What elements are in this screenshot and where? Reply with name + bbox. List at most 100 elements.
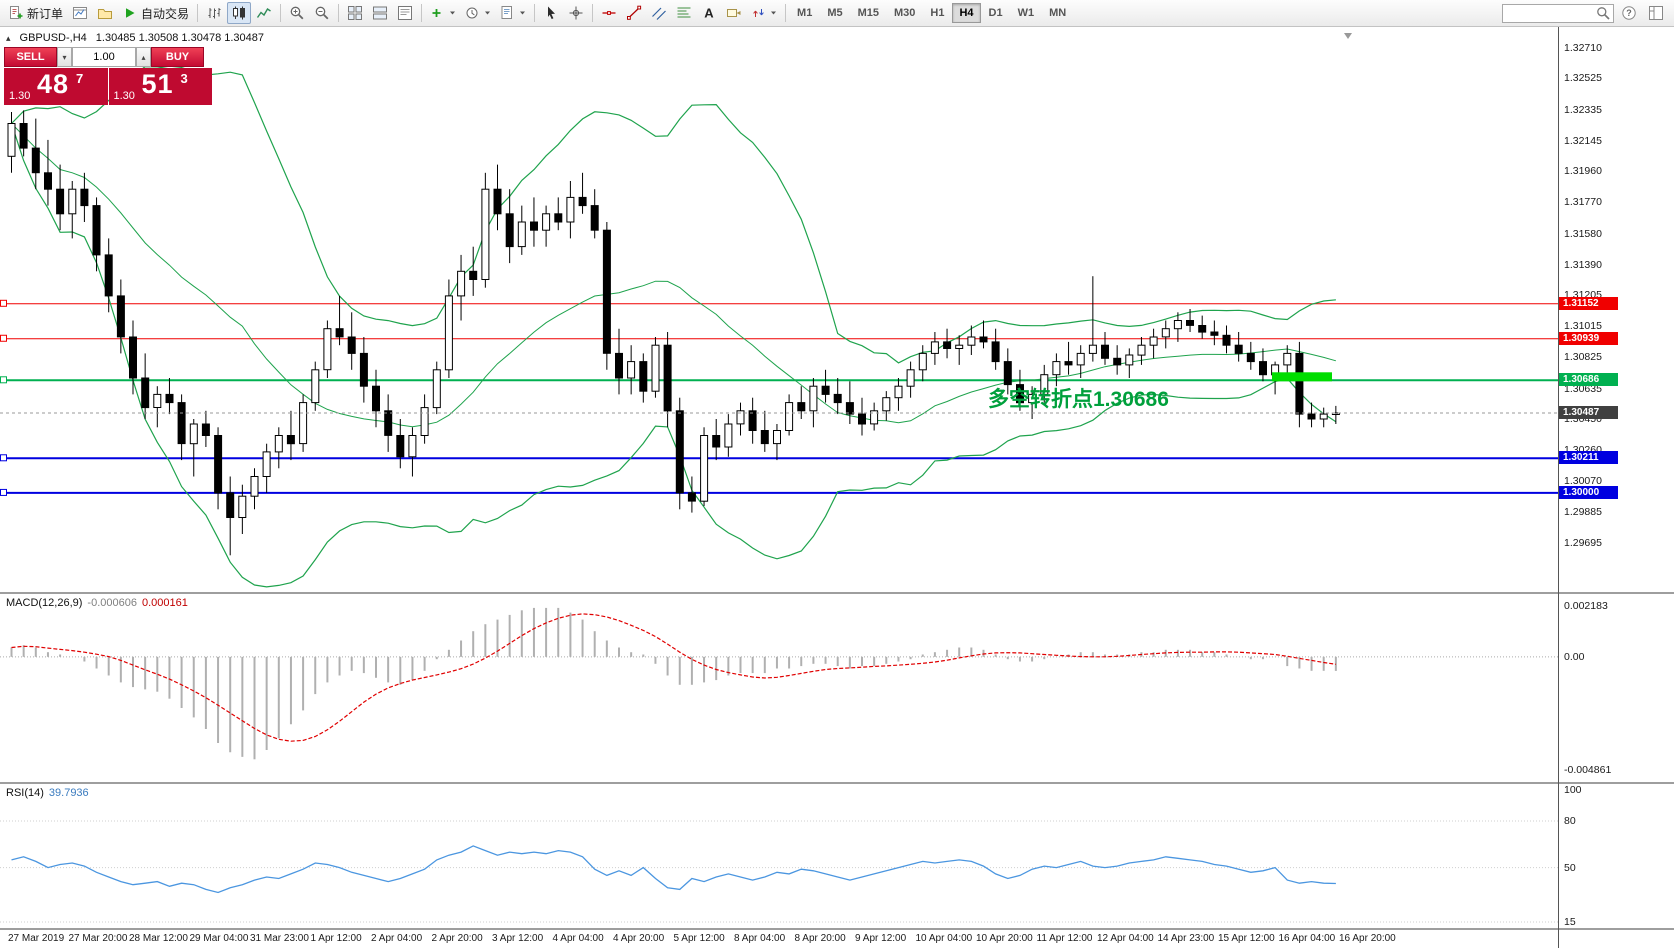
trendline-icon <box>626 5 642 21</box>
chart-candles-button[interactable] <box>227 2 252 24</box>
time-axis-label: 2 Apr 04:00 <box>371 933 423 944</box>
panels-icon <box>1648 5 1664 21</box>
volume-input[interactable] <box>72 47 136 67</box>
chart-bars-button[interactable] <box>202 2 226 24</box>
time-axis-label: 10 Apr 20:00 <box>976 933 1033 944</box>
arrange-windows-button[interactable] <box>368 2 392 24</box>
timeframe-h4[interactable]: H4 <box>952 3 981 23</box>
auto-trading-button[interactable]: 自动交易 <box>118 2 193 24</box>
buy-button[interactable]: BUY <box>151 47 204 67</box>
volume-increase-button[interactable]: ▴ <box>136 47 151 67</box>
text-label-button[interactable] <box>722 2 746 24</box>
sell-button[interactable]: SELL <box>4 47 57 67</box>
equidistant-channel-icon <box>651 5 667 21</box>
add-indicator-button[interactable] <box>426 2 460 24</box>
toolbar-separator <box>785 4 787 22</box>
add-indicator-icon <box>430 5 446 21</box>
toolbar-separator <box>534 4 536 22</box>
new-order-button[interactable]: 新订单 <box>4 2 67 24</box>
macd-histogram <box>10 607 1337 760</box>
sell-price-base: 1.30 <box>9 90 31 102</box>
chart-line-icon <box>256 5 272 21</box>
price-level-badge: 1.30000 <box>1559 485 1618 499</box>
rsi-axis-label: 50 <box>1564 861 1576 874</box>
equidistant-channel-button[interactable] <box>647 2 671 24</box>
timeframe-d1[interactable]: D1 <box>982 3 1010 23</box>
timeframe-m30[interactable]: M30 <box>887 3 922 23</box>
line-handle[interactable] <box>0 376 7 384</box>
time-axis-label: 16 Apr 20:00 <box>1339 933 1396 944</box>
panels-button[interactable] <box>1644 2 1668 24</box>
search-input[interactable] <box>1505 6 1595 20</box>
tile-windows-button[interactable] <box>343 2 367 24</box>
volume-decrease-button[interactable]: ▾ <box>57 47 72 67</box>
macd-axis-label: 0.00 <box>1564 650 1585 663</box>
chart-plot-area[interactable] <box>0 27 1558 592</box>
timeframe-mn[interactable]: MN <box>1042 3 1073 23</box>
macd-axis-label: -0.004861 <box>1564 764 1612 776</box>
line-handle[interactable] <box>0 299 7 307</box>
timeframe-m15[interactable]: M15 <box>851 3 886 23</box>
toolbar-separator <box>421 4 423 22</box>
time-axis-label: 16 Apr 04:00 <box>1278 933 1336 944</box>
turning-point-annotation[interactable]: 多空转折点1.30686 <box>988 388 1169 411</box>
toolbar-right-group: ? <box>1502 2 1670 24</box>
main-chart-panel[interactable]: ▴ GBPUSD-,H4 1.30485 1.30508 1.30478 1.3… <box>0 27 1558 592</box>
text-icon: A <box>701 5 717 21</box>
chart-line-button[interactable] <box>252 2 276 24</box>
chart-list-button[interactable] <box>393 2 417 24</box>
trendline-button[interactable] <box>622 2 646 24</box>
profiles-button[interactable] <box>93 2 117 24</box>
rsi-plot-area[interactable] <box>0 784 1558 928</box>
help-button[interactable]: ? <box>1617 2 1641 24</box>
zoom-out-button[interactable] <box>310 2 334 24</box>
one-click-collapse-icon[interactable]: ▴ <box>6 32 11 43</box>
price-axis-label: 1.29695 <box>1564 537 1602 549</box>
zoom-in-button[interactable] <box>285 2 309 24</box>
panel-separator[interactable] <box>0 782 1674 784</box>
toolbar: 新订单 自动交易 A M1 M5 M15 M30 H1 H4 D1 W1 MN ? <box>0 0 1674 27</box>
text-button[interactable]: A <box>697 2 721 24</box>
horizontal-line-button[interactable] <box>597 2 621 24</box>
sell-price-display[interactable]: 1.30 48 7 <box>4 68 108 105</box>
macd-panel[interactable] <box>0 594 1558 782</box>
panel-separator[interactable] <box>0 592 1674 594</box>
toolbar-separator <box>197 4 199 22</box>
chevron-down-icon <box>770 5 777 21</box>
new-chart-button[interactable] <box>68 2 92 24</box>
timeframe-m5[interactable]: M5 <box>820 3 849 23</box>
line-handle[interactable] <box>0 454 7 462</box>
arrows-button[interactable] <box>747 2 781 24</box>
periods-icon <box>465 5 481 21</box>
search-icon[interactable] <box>1595 5 1611 21</box>
crosshair-button[interactable] <box>564 2 588 24</box>
macd-plot-area[interactable] <box>0 594 1558 782</box>
line-handle[interactable] <box>0 334 7 342</box>
rsi-axis-label: 15 <box>1564 916 1576 928</box>
templates-button[interactable] <box>496 2 530 24</box>
zoom-out-icon <box>314 5 330 21</box>
chart-shift-marker-icon <box>1344 33 1352 39</box>
buy-price-base: 1.30 <box>113 90 135 102</box>
buy-price-display[interactable]: 1.30 51 3 <box>108 68 212 105</box>
macd-axis-label: 0.002183 <box>1564 600 1608 612</box>
periods-button[interactable] <box>461 2 495 24</box>
tile-windows-icon <box>347 5 363 21</box>
timeframe-m1[interactable]: M1 <box>790 3 819 23</box>
panel-separator[interactable] <box>0 928 1674 930</box>
time-axis-label: 12 Apr 04:00 <box>1097 933 1154 944</box>
price-axis-label: 1.30825 <box>1564 351 1602 364</box>
fibonacci-button[interactable] <box>672 2 696 24</box>
rsi-panel[interactable] <box>0 784 1558 928</box>
sell-price-pips: 48 <box>37 69 70 99</box>
turning-point-highlight[interactable] <box>1272 372 1332 382</box>
crosshair-icon <box>568 5 584 21</box>
price-level-badge: 1.31152 <box>1559 296 1618 310</box>
timeframe-h1[interactable]: H1 <box>923 3 951 23</box>
symbol-search-box[interactable] <box>1502 3 1614 23</box>
time-axis-label: 27 Mar 20:00 <box>68 933 128 944</box>
timeframe-w1[interactable]: W1 <box>1011 3 1042 23</box>
price-axis-label: 1.30070 <box>1564 475 1602 488</box>
cursor-button[interactable] <box>539 2 563 24</box>
line-handle[interactable] <box>0 488 7 496</box>
